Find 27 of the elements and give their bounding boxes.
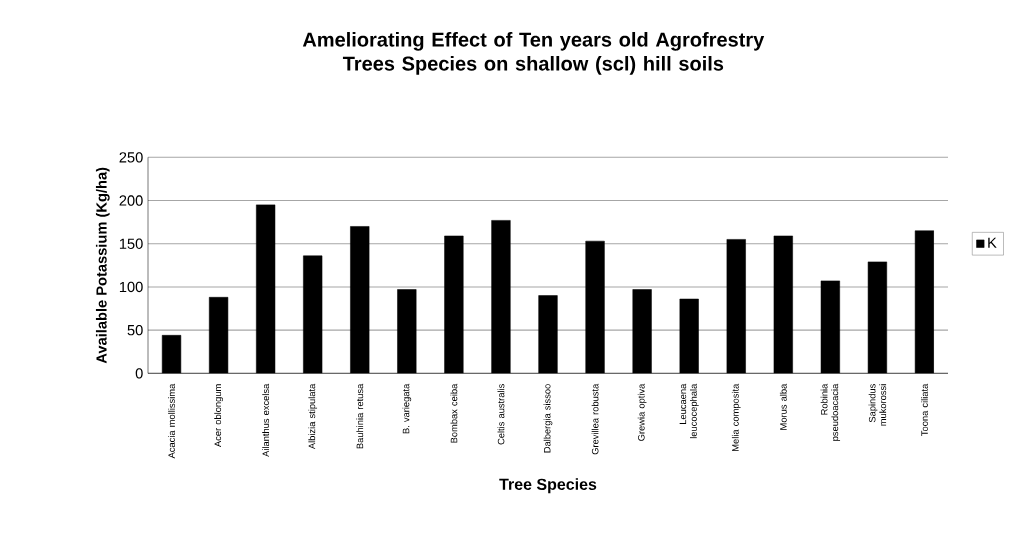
x-tick-label: Acer oblongum — [214, 384, 223, 448]
x-tick-label: Bauhinia retusa — [356, 383, 364, 449]
y-tick-label: 100 — [119, 281, 143, 293]
y-tick-label: 250 — [119, 152, 143, 163]
x-tick-label: Sapindus mukorossi — [868, 384, 887, 426]
x-tick-label: Albizia stipulata — [308, 383, 318, 450]
y-axis-title: Available Potassium (Kg/ha) — [95, 167, 110, 364]
x-tick-label: Bombax ceiba — [450, 383, 458, 443]
y-tick-label: 50 — [127, 324, 143, 336]
chart-title: Ameliorating Effect of Ten years old Agrofrestry Trees Species on shallow (scl) hill soils — [302, 32, 765, 75]
x-tick-label: Toona ciliata — [921, 383, 928, 436]
x-tick-label: Melia composita — [731, 383, 741, 451]
x-tick-label: Grewia optiva — [637, 383, 647, 441]
x-tick-label: Leucaena leucocephala — [679, 383, 699, 439]
y-tick-label: 0 — [135, 368, 143, 379]
x-tick-label: Celtis australis — [497, 384, 505, 445]
y-tick-label: 150 — [119, 238, 143, 249]
x-axis-title: Tree Species — [499, 478, 597, 494]
x-tick-label: B. variegata — [402, 383, 412, 434]
x-tick-label: Robinia pseudoacacia — [820, 383, 841, 441]
y-tick-label: 200 — [119, 195, 143, 206]
x-tick-label: Acacia mollissima — [168, 383, 175, 459]
legend-label: K — [988, 237, 997, 248]
x-tick-label: Dalbergia sissoo — [543, 384, 553, 453]
x-tick-label: Ailanthus excelsa — [262, 383, 270, 457]
x-tick-label: Grevillea robusta — [591, 383, 599, 455]
x-tick-label: Morus alba — [779, 383, 787, 430]
